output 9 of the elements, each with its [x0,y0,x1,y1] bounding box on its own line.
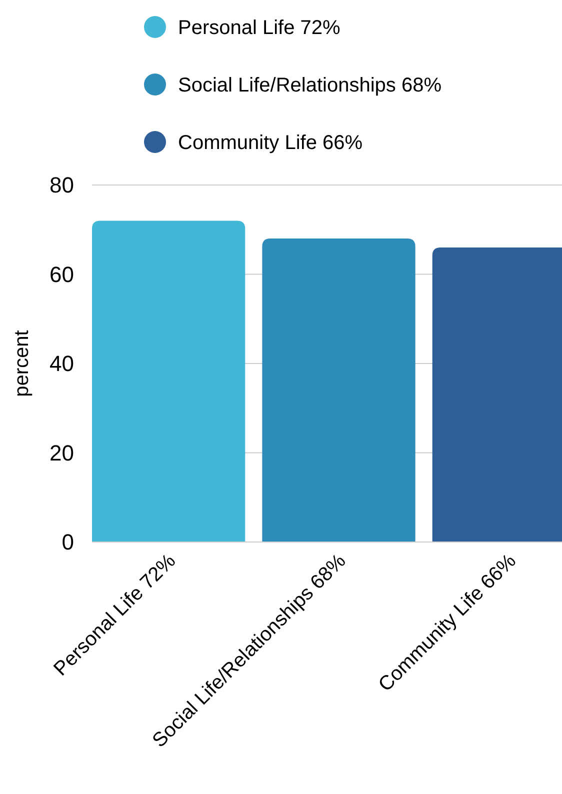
legend-label: Social Life/Relationships 68% [178,74,442,96]
legend-label: Personal Life 72% [178,17,341,39]
y-tick-label: 40 [50,351,74,376]
y-tick-label: 80 [50,172,74,198]
y-tick-label: 60 [50,262,74,287]
y-tick-label: 0 [62,530,74,555]
y-tick-label: 20 [50,440,74,466]
y-axis-title: percent [11,330,33,397]
legend-label: Community Life 66% [178,132,363,154]
